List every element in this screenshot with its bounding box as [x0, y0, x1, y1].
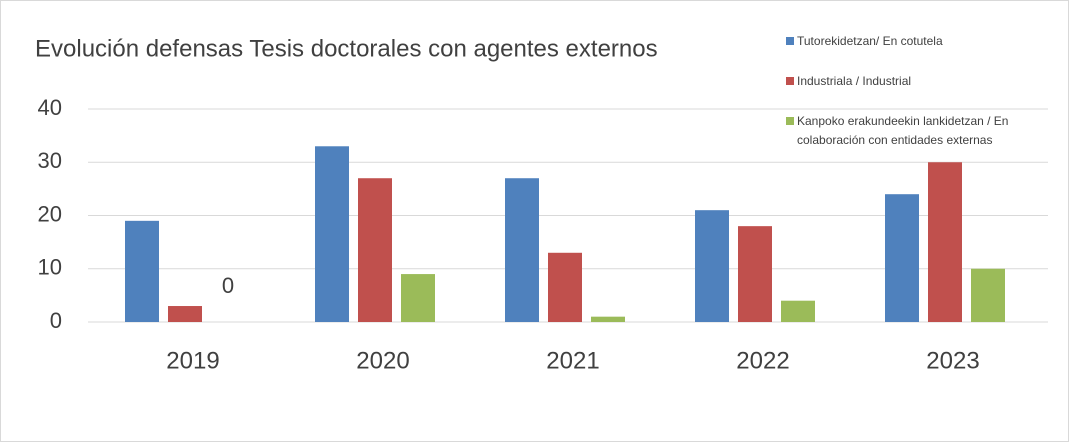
bar	[591, 316, 625, 322]
bar	[781, 300, 815, 322]
y-tick-label: 0	[50, 308, 62, 333]
bar	[695, 210, 729, 322]
y-tick-label: 40	[38, 95, 62, 120]
y-tick-label: 10	[38, 255, 62, 280]
x-tick-label: 2019	[166, 347, 219, 374]
bar	[401, 274, 435, 322]
bar	[505, 178, 539, 322]
legend: Tutorekidetzan/ En cotutela Industriala /…	[786, 32, 1066, 171]
chart-title: Evolución defensas Tesis doctorales con …	[35, 35, 658, 62]
bar	[168, 306, 202, 322]
bar	[885, 194, 919, 322]
legend-item: Tutorekidetzan/ En cotutela	[786, 32, 1066, 51]
x-tick-label: 2022	[736, 347, 789, 374]
legend-item: Kanpoko erakundeekin lankidetzan / En co…	[786, 112, 1066, 150]
bar	[358, 178, 392, 322]
legend-label: Industriala / Industrial	[797, 74, 912, 88]
y-tick-label: 20	[38, 201, 62, 226]
legend-swatch	[786, 37, 794, 45]
legend-label: Kanpoko erakundeekin lankidetzan / En co…	[797, 114, 1009, 147]
bar	[315, 146, 349, 322]
legend-item: Industriala / Industrial	[786, 72, 1066, 91]
x-tick-label: 2021	[546, 347, 599, 374]
bar	[548, 252, 582, 322]
legend-swatch	[786, 117, 794, 125]
y-tick-label: 30	[38, 148, 62, 173]
bar	[738, 226, 772, 322]
data-label: 0	[222, 273, 234, 298]
legend-swatch	[786, 77, 794, 85]
bar	[125, 220, 159, 322]
x-tick-label: 2023	[926, 347, 979, 374]
bar	[928, 162, 962, 322]
legend-label: Tutorekidetzan/ En cotutela	[797, 34, 943, 48]
bar	[971, 268, 1005, 322]
x-tick-label: 2020	[356, 347, 409, 374]
